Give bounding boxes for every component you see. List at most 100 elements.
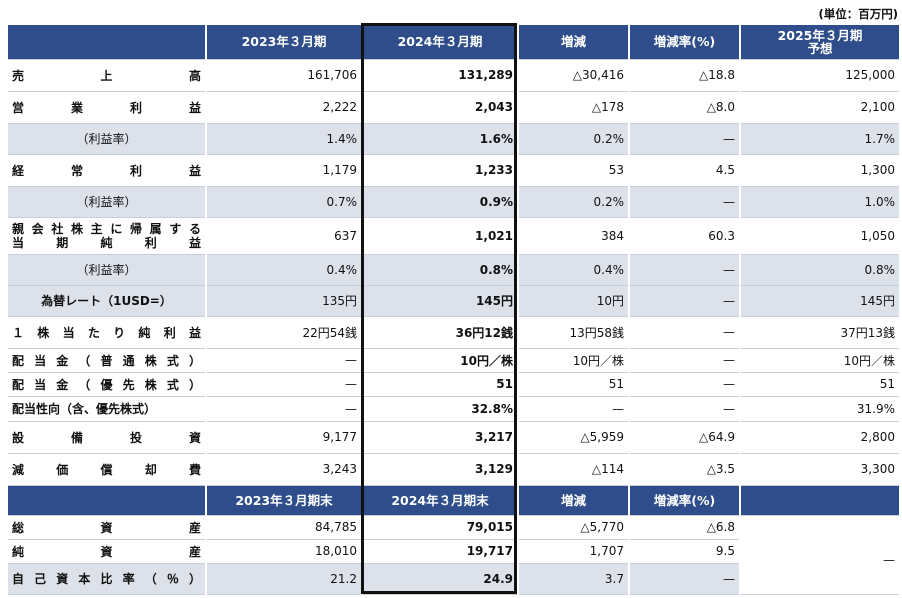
value-fy2025-forecast: —: [739, 514, 899, 595]
value-change: 13円58銭: [517, 315, 629, 349]
value-change: 0.2%: [517, 185, 629, 218]
value-change: —: [517, 395, 629, 422]
value-fy2023: 1,179: [205, 153, 362, 187]
value-change-rate: △8.0: [628, 90, 740, 124]
value-change: 0.2%: [517, 122, 629, 155]
value-fy2025-forecast: 37円13銭: [739, 315, 899, 349]
value-change-rate: 4.5: [628, 153, 740, 187]
row-label: 為替レート（1USD=）: [6, 284, 206, 317]
row-label: 親会社株主に帰属する当 期 純 利 益: [6, 216, 206, 255]
value-fy2025-forecast: 1,050: [739, 216, 899, 255]
value-change-rate: —: [628, 315, 740, 349]
column-header: 2024年３月期: [361, 25, 518, 60]
table-row: 経 常 利 益 1,179 1,233 53 4.5 1,300: [6, 153, 899, 187]
table-row: 設 備 投 資 9,177 3,217 △5,959 △64.9 2,800: [6, 420, 899, 454]
row-label: 経 常 利 益: [6, 153, 206, 187]
row-label: （利益率）: [6, 185, 206, 218]
value-fy2025-forecast: 1.0%: [739, 185, 899, 218]
row-label: 総 資 産: [6, 514, 206, 540]
value-fy2023: —: [205, 371, 362, 397]
value-fy2024: 3,217: [361, 420, 518, 454]
value-fy2025-forecast: 51: [739, 371, 899, 397]
table-row: 親会社株主に帰属する当 期 純 利 益 637 1,021 384 60.3 1,050: [6, 216, 899, 255]
value-fy2023: —: [205, 347, 362, 373]
value-fy2024: 1.6%: [361, 122, 518, 155]
value-fy2023: 84,785: [205, 514, 362, 540]
header-blank-cell: [6, 25, 206, 60]
value-fy2023: 1.4%: [205, 122, 362, 155]
row-label: 売 上 高: [6, 58, 206, 92]
header-blank-cell: [6, 485, 206, 516]
table-row: 為替レート（1USD=） 135円 145円 10円 —145円: [6, 284, 899, 317]
table-row: （利益率） 0.4% 0.8% 0.4% —0.8%: [6, 253, 899, 286]
value-change: △30,416: [517, 58, 629, 92]
value-fy2025-forecast: 2,800: [739, 420, 899, 454]
value-change: △114: [517, 452, 629, 486]
table-row: 純 資 産 18,010 19,717 1,707 9.5: [6, 538, 899, 564]
value-change-rate: —: [628, 284, 740, 317]
value-fy2024: 36円12銭: [361, 315, 518, 349]
value-fy2025-forecast: 10円／株: [739, 347, 899, 373]
value-fy2023: 2,222: [205, 90, 362, 124]
table-row: 減 価 償 却 費 3,243 3,129 △114 △3.5 3,300: [6, 452, 899, 486]
value-fy2023: 135円: [205, 284, 362, 317]
row-label: 設 備 投 資: [6, 420, 206, 454]
value-change-rate: —: [628, 253, 740, 286]
value-fy2024: 1,233: [361, 153, 518, 187]
value-fy2024: 79,015: [361, 514, 518, 540]
value-fy2025-forecast: 1.7%: [739, 122, 899, 155]
value-change-rate: —: [628, 122, 740, 155]
table-row: （利益率） 1.4% 1.6% 0.2% —1.7%: [6, 122, 899, 155]
table-row: １株当たり純利益 22円54銭 36円12銭 13円58銭 —37円13銭: [6, 315, 899, 349]
value-change: △5,959: [517, 420, 629, 454]
column-header: 2024年３月期末: [361, 485, 518, 516]
column-header: 増減率(%): [628, 485, 740, 516]
value-fy2025-forecast: 145円: [739, 284, 899, 317]
header-row-balance: 2023年３月期末 2024年３月期末 増減 増減率(%): [6, 485, 899, 516]
table-row: 営 業 利 益 2,222 2,043 △178 △8.0 2,100: [6, 90, 899, 124]
value-change-rate: 9.5: [628, 538, 740, 564]
row-label: 配当金（優先株式）: [6, 371, 206, 397]
row-label: １株当たり純利益: [6, 315, 206, 349]
value-change: 10円／株: [517, 347, 629, 373]
value-fy2025-forecast: 3,300: [739, 452, 899, 486]
column-header: 増減: [517, 485, 629, 516]
value-fy2023: 3,243: [205, 452, 362, 486]
table-row: 総 資 産 84,785 79,015 △5,770 △6.8—: [6, 514, 899, 595]
column-header: 2023年３月期: [205, 25, 362, 60]
value-change-rate: —: [628, 371, 740, 397]
value-change-rate: △6.8: [628, 514, 740, 540]
value-fy2023: 161,706: [205, 58, 362, 92]
value-change-rate: —: [628, 185, 740, 218]
value-fy2024: 131,289: [361, 58, 518, 92]
value-fy2024: 32.8%: [361, 395, 518, 422]
header-blank-cell: [739, 485, 899, 516]
unit-note: (単位：百万円): [818, 7, 898, 21]
value-change-rate: —: [628, 347, 740, 373]
table-row: （利益率） 0.7% 0.9% 0.2% —1.0%: [6, 185, 899, 218]
value-fy2023: 9,177: [205, 420, 362, 454]
row-label: 自己資本比率（％）: [6, 562, 206, 595]
value-fy2023: 18,010: [205, 538, 362, 564]
value-fy2024: 3,129: [361, 452, 518, 486]
value-fy2024: 1,021: [361, 216, 518, 255]
value-change: 51: [517, 371, 629, 397]
value-fy2023: 0.4%: [205, 253, 362, 286]
value-change: △178: [517, 90, 629, 124]
value-fy2025-forecast: 31.9%: [739, 395, 899, 422]
value-fy2024: 10円／株: [361, 347, 518, 373]
value-change: 10円: [517, 284, 629, 317]
value-fy2023: 637: [205, 216, 362, 255]
value-change: △5,770: [517, 514, 629, 540]
table-row: 自己資本比率（％） 21.2 24.9 3.7—: [6, 562, 899, 595]
value-fy2023: 21.2: [205, 562, 362, 595]
column-header: 2023年３月期末: [205, 485, 362, 516]
header-row-results: 2023年３月期 2024年３月期 増減 増減率(%) 2025年３月期 予想: [6, 25, 899, 60]
value-fy2023: 0.7%: [205, 185, 362, 218]
row-label: 純 資 産: [6, 538, 206, 564]
column-header: 増減: [517, 25, 629, 60]
row-label-line: 当 期 純 利 益: [12, 235, 201, 250]
table-row: 売 上 高 161,706 131,289 △30,416 △18.8 125,000: [6, 58, 899, 92]
row-label: 減 価 償 却 費: [6, 452, 206, 486]
